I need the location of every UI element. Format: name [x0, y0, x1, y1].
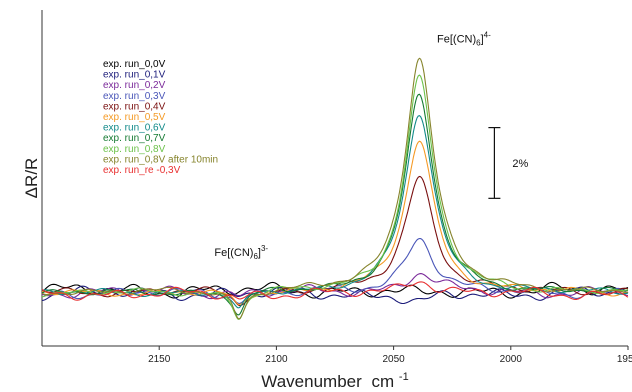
legend-entry: exp. run_0,5V	[103, 112, 166, 123]
annotation-bracket: ]	[481, 34, 484, 46]
legend-entry: exp. run_0,1V	[103, 70, 166, 81]
annotation-subscript: 6	[253, 252, 258, 261]
x-axis-label: Wavenumber cm -1	[261, 371, 408, 391]
scale-bar-label: 2%	[512, 158, 528, 170]
annotation-subscript: 6	[476, 39, 481, 48]
legend-entry: exp. run_re -0,3V	[103, 165, 181, 176]
series-line	[41, 74, 629, 321]
annotation-superscript: 3-	[261, 244, 268, 253]
annotations: Fe[(CN)6]4-Fe[(CN)6]3-2%	[214, 31, 528, 261]
annotation-bracket: ]	[258, 247, 261, 259]
x-tick-label: 2000	[500, 354, 523, 365]
x-axis-label-exponent: -1	[399, 371, 409, 383]
x-tick-label: 2150	[148, 354, 171, 365]
legend-entry: exp. run_0,0V	[103, 59, 166, 70]
x-tick-label: 2100	[265, 354, 288, 365]
y-axis-label: ΔR/R	[22, 158, 41, 199]
x-axis-label-unit: cm	[372, 372, 395, 391]
legend-entry: exp. run_0,8V after 10min	[103, 154, 218, 165]
legend-entry: exp. run_0,7V	[103, 133, 166, 144]
series-line	[41, 114, 629, 309]
series-line	[41, 57, 628, 320]
annotation-base: Fe[(CN)	[437, 34, 476, 46]
annotation-superscript: 4-	[484, 31, 491, 40]
series-line	[41, 175, 629, 307]
series-layer	[41, 57, 629, 321]
legend-entry: exp. run_0,3V	[103, 91, 166, 102]
legend-entry: exp. run_0,8V	[103, 144, 166, 155]
peak-annotation: Fe[(CN)6]3-	[214, 244, 268, 261]
series-line	[41, 281, 629, 301]
peak-annotation: Fe[(CN)6]4-	[437, 31, 491, 48]
x-axis-label-text: Wavenumber	[261, 372, 362, 391]
x-tick-label: 1950	[617, 354, 632, 365]
legend-entry: exp. run_0,4V	[103, 101, 166, 112]
legend-entry: exp. run_0,6V	[103, 123, 166, 134]
annotation-base: Fe[(CN)	[214, 247, 253, 259]
x-tick-label: 2050	[382, 354, 405, 365]
legend-entry: exp. run_0,2V	[103, 80, 166, 91]
